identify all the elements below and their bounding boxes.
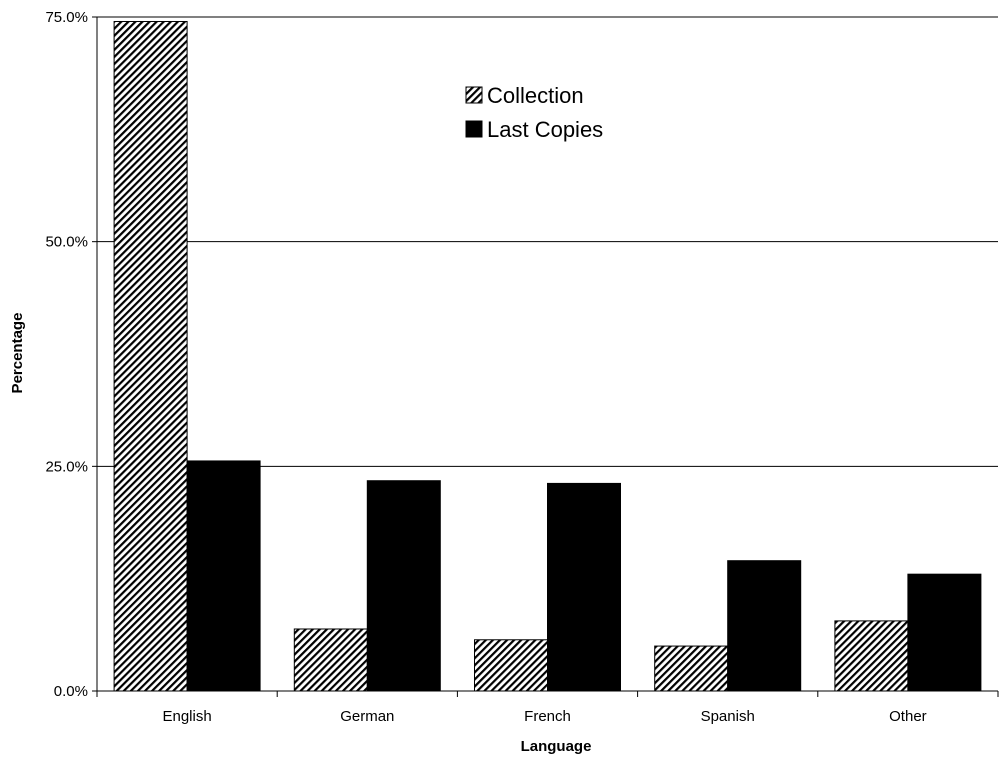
axes [92, 16, 999, 697]
bar-collection-other [834, 620, 909, 692]
bar-last-copies-french [547, 482, 621, 692]
bar-collection-english [113, 20, 188, 692]
legend-swatch-collection [465, 86, 483, 104]
legend-label-collection: Collection [487, 83, 584, 108]
bar-last-copies-spanish [727, 560, 802, 692]
x-tick-label-other: Other [889, 708, 927, 725]
y-tick-label: 75.0% [45, 9, 88, 26]
x-tick-label-spanish: Spanish [701, 708, 755, 725]
bar-collection-french [474, 639, 548, 692]
x-axis-title: Language [521, 738, 592, 755]
bars [113, 20, 982, 692]
x-tick-label-french: French [524, 708, 571, 725]
y-tick-label: 0.0% [54, 683, 88, 700]
y-tick-label: 25.0% [45, 458, 88, 475]
legend: Collection Last Copies [465, 83, 603, 142]
bar-collection-spanish [654, 645, 729, 692]
bar-last-copies-other [907, 573, 982, 692]
x-tick-label-german: German [340, 708, 394, 725]
y-axis-title: Percentage [9, 313, 26, 394]
bar-last-copies-english [186, 460, 261, 692]
bar-collection-german [293, 628, 368, 692]
legend-label-last-copies: Last Copies [487, 117, 603, 142]
legend-swatch-last-copies [465, 120, 483, 138]
x-tick-label-english: English [162, 708, 211, 725]
bar-last-copies-german [366, 480, 441, 692]
tick-labels: 0.0% 25.0% 50.0% 75.0% English German French Sp… [45, 9, 926, 725]
y-tick-label: 50.0% [45, 234, 88, 251]
